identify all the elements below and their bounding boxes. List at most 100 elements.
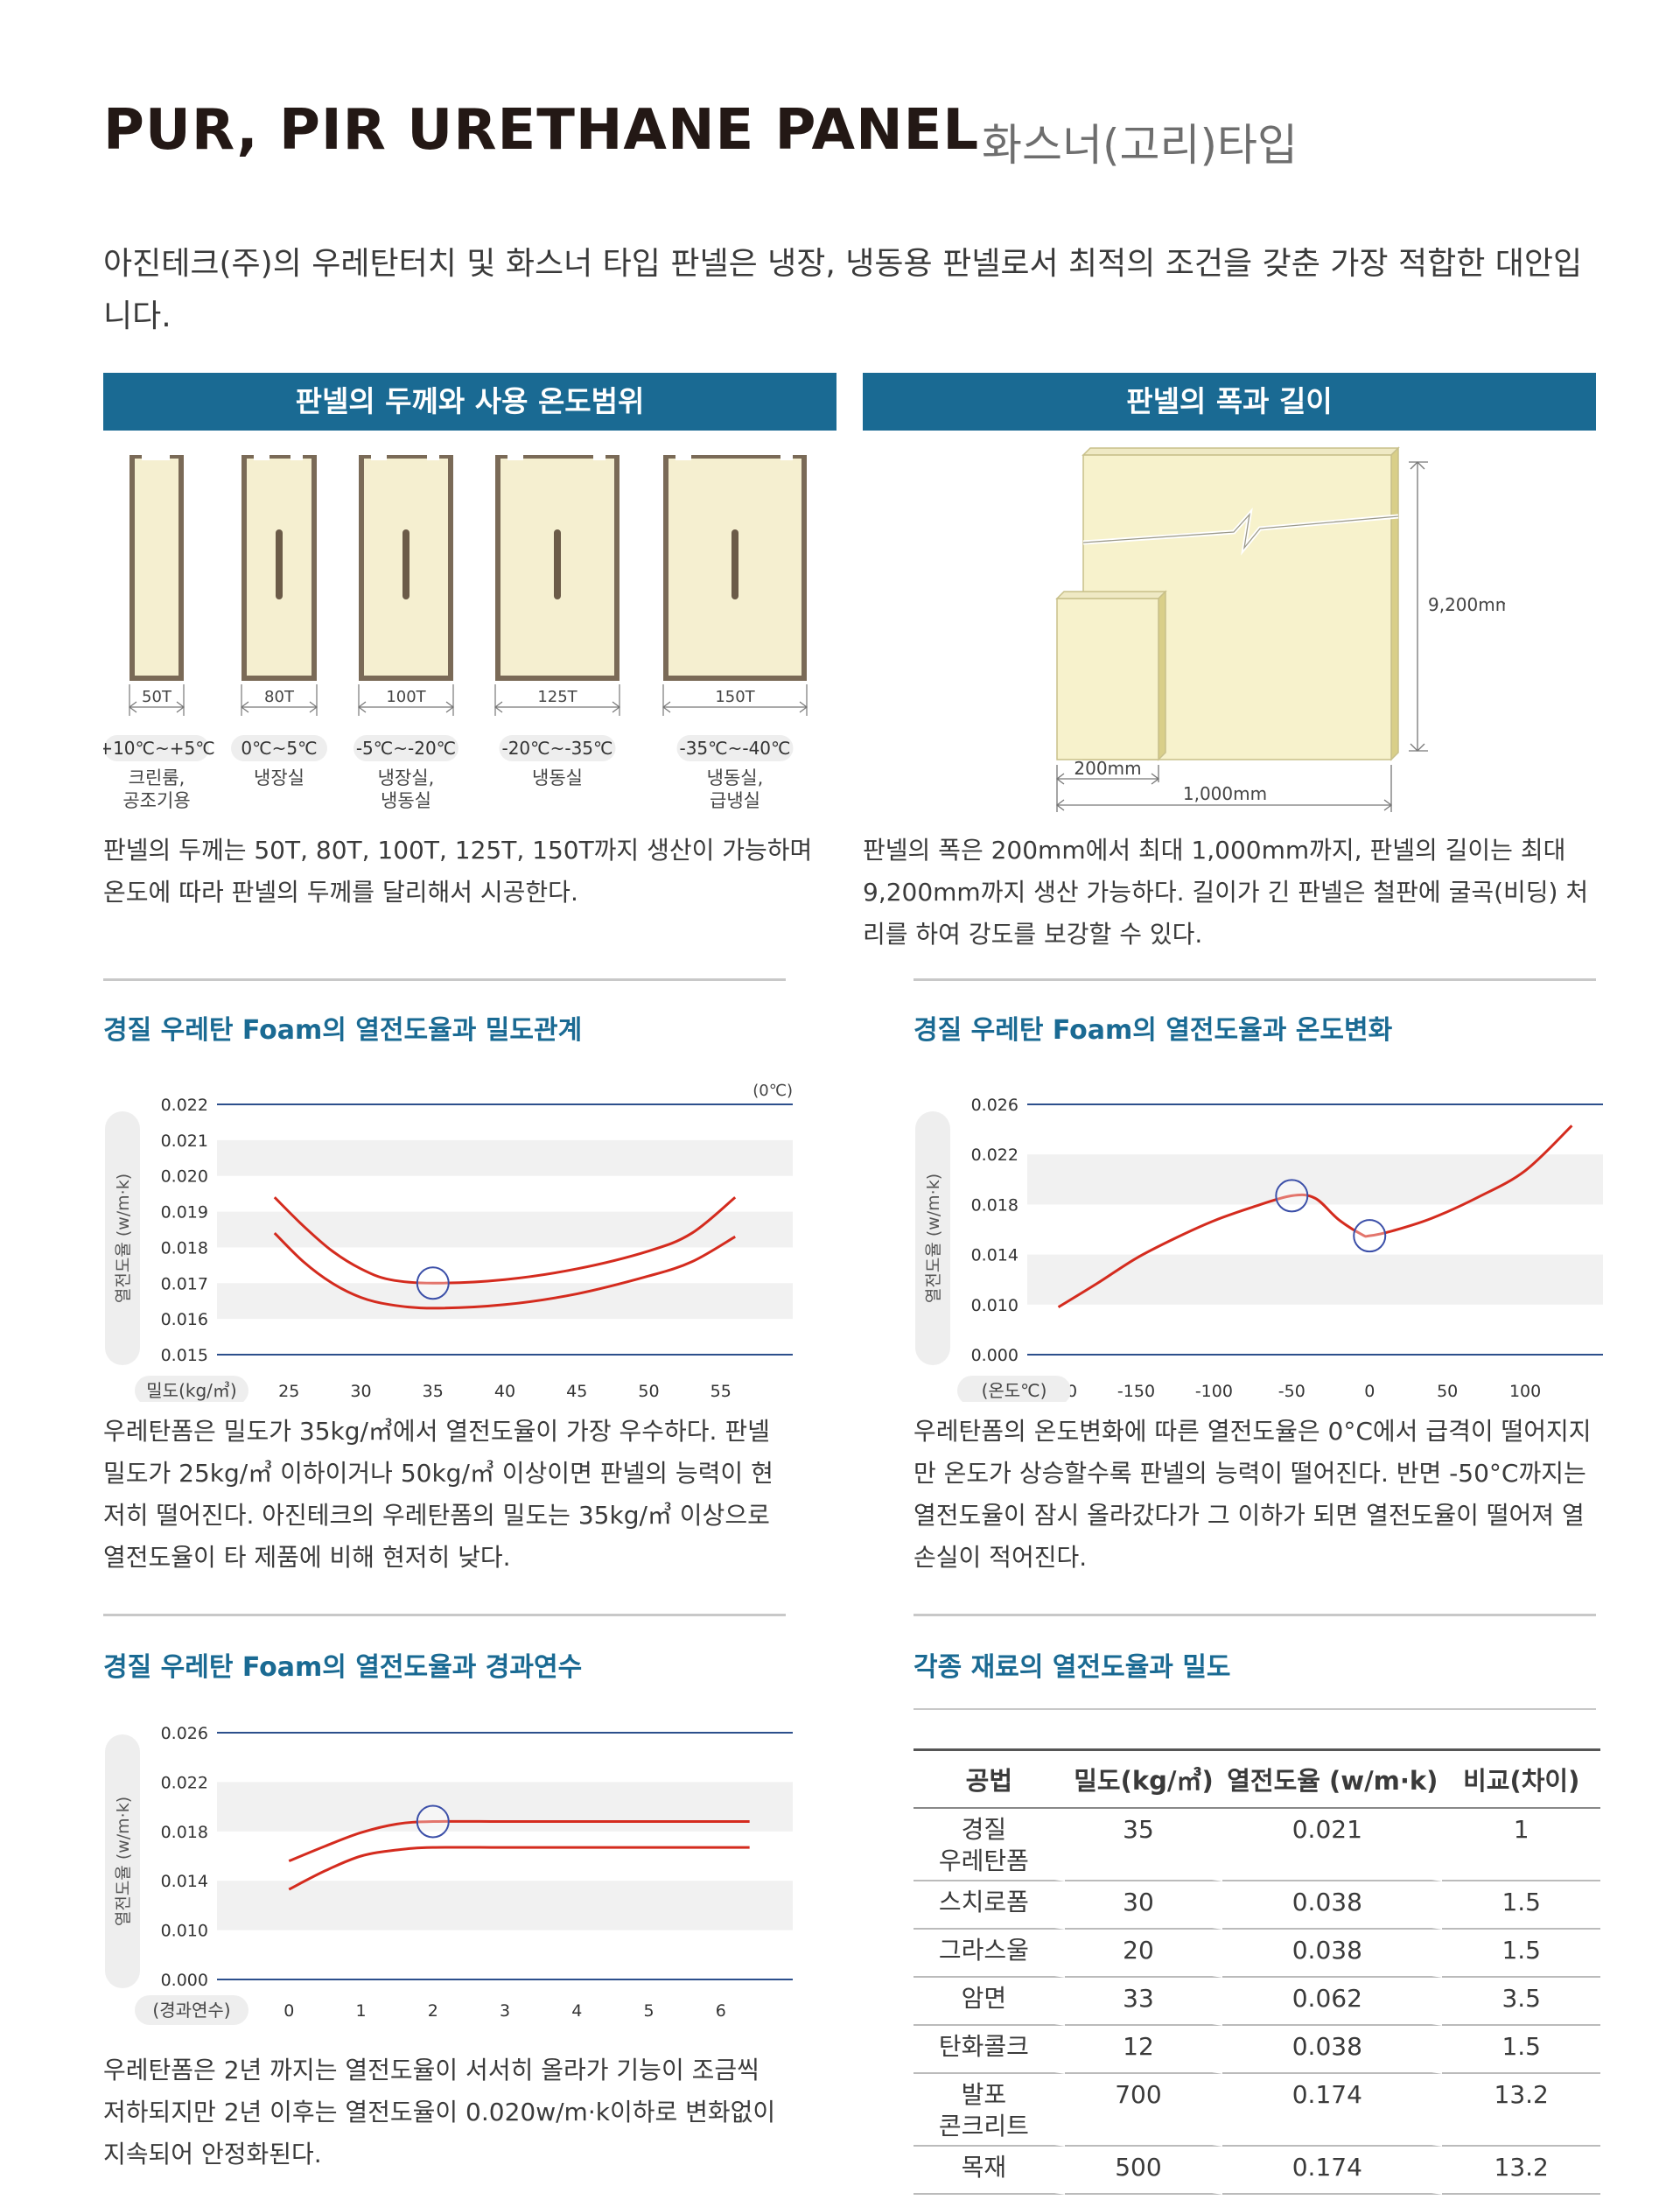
table-cell: 35 [1064, 1809, 1223, 1881]
table-cell: 0.038 [1222, 1881, 1443, 1930]
table-cell: 경질 우레탄폼 [914, 1809, 1065, 1881]
years-chart: 0.000 0.010 0.014 0.018 0.022 0.026 0 1 2 3 4 5 6 열전도… [105, 1724, 793, 2025]
panel-80T: 80T 0℃~5℃ 냉장실 [231, 455, 327, 788]
grid-band [1027, 1154, 1603, 1205]
x-tick-label: 50 [1437, 1382, 1458, 1401]
y-axis-label: 열전도율 (w/m·k) [114, 1797, 133, 1926]
x-tick-label: 100 [1509, 1382, 1541, 1401]
x-axis-label: (온도℃) [982, 1380, 1047, 1401]
table-cell: 암면 [914, 1978, 1065, 2026]
table-row: 그라스울 20 0.038 1.5 [914, 1930, 1600, 1978]
size-paragraph: 판넬의 폭은 200mm에서 최대 1,000mm까지, 판넬의 길이는 최대 … [863, 836, 1589, 949]
series-line-1 [288, 1819, 750, 1863]
x-tick-label: 2 [428, 2001, 438, 2021]
table-cell: 0.038 [1222, 2026, 1443, 2074]
ylabel-pill [915, 1111, 950, 1365]
highlight-circle [1353, 1219, 1387, 1253]
x-tick-label: 3 [500, 2001, 510, 2021]
x-tick-label: 6 [716, 2001, 726, 2021]
y-tick-label: 0.022 [161, 1096, 208, 1115]
table-cell: 0.174 [1222, 2147, 1443, 2195]
panel-use-label: 공조기용 [122, 790, 190, 811]
fastener-slot [402, 529, 410, 599]
table-row: 암면 33 0.062 3.5 [914, 1978, 1600, 2026]
x-tick-label: 0 [1364, 1382, 1375, 1401]
grid-band [217, 1782, 793, 1832]
y-tick-label: 0.000 [161, 1971, 208, 1990]
temperature-chart: 0.0000.0100.0140.0180.0220.026-200-150-1… [915, 1096, 1603, 1402]
panel-150T: 150T -35℃~-40℃ 냉동실,급냉실 [662, 455, 808, 811]
table-cell: 12 [1064, 2026, 1223, 2074]
xlabel-pill [135, 1376, 248, 1402]
highlight-circle [416, 1266, 450, 1300]
x-tick-label: 55 [710, 1382, 732, 1401]
years-paragraph: 우레탄폼은 2년 까지는 열전도율이 서서히 올라가 기능이 조금씩 저하되지만… [103, 2056, 776, 2168]
xlabel-pill [957, 1376, 1071, 1402]
table-header: 공법 [914, 1748, 1065, 1809]
intro-text: 아진테크(주)의 우레탄터치 및 화스너 타입 판넬은 냉장, 냉동용 판넬로서… [103, 246, 1583, 334]
grid-band [217, 1211, 793, 1248]
materials-table-wrap: 공법 밀도(kg/㎥) 열전도율 (w/m·k) 비교(차이) 경질 우레탄폼 35 0.… [914, 1748, 1600, 2195]
x-tick-label: 35 [423, 1382, 444, 1401]
grid-band [217, 1139, 793, 1176]
table-cell: 0.174 [1222, 2074, 1443, 2147]
panel-use-label: 급냉실 [710, 790, 760, 811]
range-badge [231, 735, 327, 761]
small-panel-side [1158, 590, 1166, 761]
big-panel-side [1390, 446, 1399, 761]
materials-table: 공법 밀도(kg/㎥) 열전도율 (w/m·k) 비교(차이) 경질 우레탄폼 35 0.… [914, 1748, 1600, 2195]
y-tick-label: 0.018 [161, 1823, 208, 1842]
y-tick-label: 0.015 [161, 1346, 208, 1365]
temperature-paragraph: 우레탄폼의 온도변화에 따른 열전도율은 0°C에서 급격이 떨어지지만 온도가… [914, 1417, 1592, 1572]
grid-band [1027, 1254, 1603, 1305]
table-cell: 탄화콜크 [914, 2026, 1065, 2074]
y-tick-label: 0.018 [161, 1238, 208, 1258]
panel-temp-range: -20℃~-35℃ [501, 738, 612, 759]
fastener-slot [554, 529, 561, 599]
x-tick-label: 0 [284, 2001, 294, 2021]
density-paragraph: 우레탄폼은 밀도가 35kg/㎥에서 열전도율이 가장 우수하다. 판넬 밀도가… [103, 1417, 774, 1572]
density-chart: 0.015 0.016 0.017 0.018 0.019 0.020 0.021 0.022… [105, 1082, 793, 1402]
y-tick-label: 0.010 [971, 1296, 1018, 1315]
x-tick-label: -100 [1195, 1382, 1233, 1401]
table-row: 스치로폼 30 0.038 1.5 [914, 1881, 1600, 1930]
x-tick-label: 25 [278, 1382, 299, 1401]
table-cell: 3.5 [1442, 1978, 1600, 2026]
panel-125T: 125T -20℃~-35℃ 냉동실 [494, 455, 620, 788]
density-section-title: 경질 우레탄 Foam의 열전도율과 밀도관계 [103, 1015, 583, 1046]
panel-temp-range: -35℃~-40℃ [679, 738, 790, 759]
table-row: 경질 우레탄폼 35 0.021 1 [914, 1809, 1600, 1881]
width-label: 200mm [1074, 758, 1141, 779]
x-tick-label: 5 [643, 2001, 654, 2021]
divider [103, 978, 786, 981]
panel-use-label: 냉장실 [254, 767, 304, 788]
x-tick-label: 1 [355, 2001, 366, 2021]
page-subtitle: 화스너(고리)타입 [982, 120, 1298, 171]
y-tick-label: 0.022 [161, 1773, 208, 1792]
grid-band [217, 1881, 793, 1930]
table-cell: 스치로폼 [914, 1881, 1065, 1930]
x-tick-label: 4 [571, 2001, 582, 2021]
table-cell: 1 [1442, 1809, 1600, 1881]
x-tick-label: 30 [350, 1382, 371, 1401]
size-diagram: 9,200mm 200mm 1,000mm [1055, 446, 1505, 812]
divider [914, 978, 1596, 981]
panel-thickness-label: 125T [537, 688, 578, 706]
y-tick-label: 0.014 [161, 1872, 208, 1891]
range-badge [104, 735, 209, 761]
panel-use-label: 냉동실 [381, 790, 431, 811]
divider [103, 1614, 786, 1616]
highlight-circle [1275, 1179, 1309, 1213]
y-axis-label: 열전도율 (w/m·k) [114, 1174, 133, 1303]
table-cell: 1.5 [1442, 1881, 1600, 1930]
table-row: 목재 500 0.174 13.2 [914, 2147, 1600, 2195]
break-line-outline [1082, 512, 1399, 550]
table-cell: 0.062 [1222, 1978, 1443, 2026]
panel-thickness-label: 150T [715, 688, 755, 706]
panel-temp-range: 0℃~5℃ [241, 738, 317, 759]
small-panel-top [1055, 591, 1167, 599]
temperature-section-title: 경질 우레탄 Foam의 열전도율과 온도변화 [914, 1015, 1393, 1046]
table-cell: 목재 [914, 2147, 1065, 2195]
y-tick-label: 0.022 [971, 1146, 1018, 1165]
divider [914, 1614, 1596, 1616]
